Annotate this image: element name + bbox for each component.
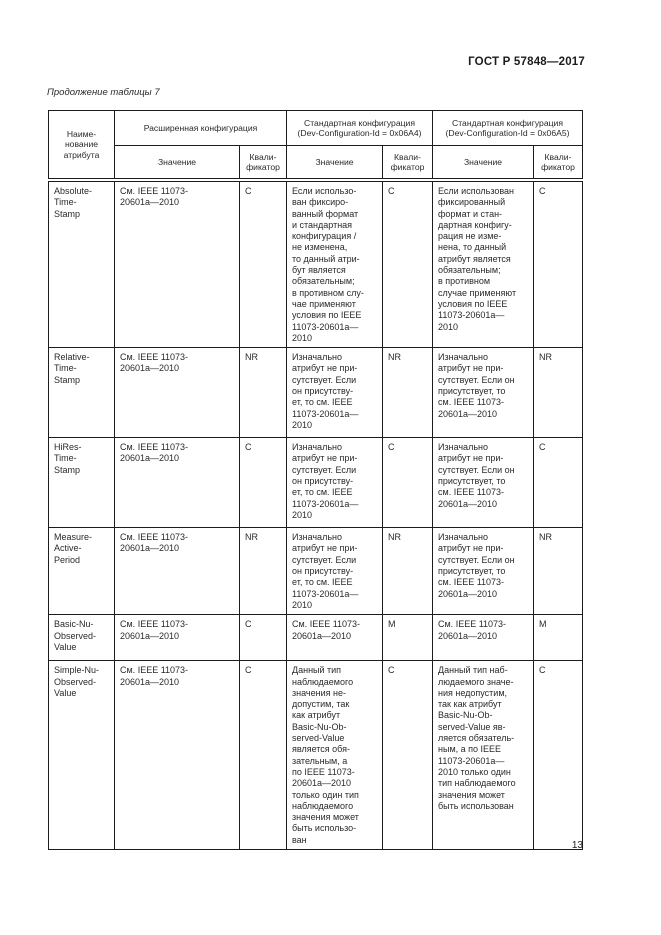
standard-a5-value-cell: Изначально атрибут не при- сутствует. Ес… [432,347,534,439]
extended-value-cell: См. IEEE 11073- 20601a—2010 [114,347,240,439]
extended-qualifier-cell: C [239,437,287,529]
extended-value-cell: См. IEEE 11073- 20601a—2010 [114,660,240,850]
standard-a5-value-cell: Изначально атрибут не при- сутствует. Ес… [432,527,534,616]
standard-a5-value-cell: Если использован фиксированный формат и … [432,179,534,349]
attribute-name-cell: Measure- Active- Period [48,527,115,616]
standard-a4-value-cell: Данный тип наблюдаемого значения не- доп… [286,660,383,850]
extended-qualifier-cell: C [239,614,287,662]
standard-a4-qualifier-cell: NR [382,527,433,616]
extended-value-cell: См. IEEE 11073- 20601a—2010 [114,527,240,616]
extended-value-cell: См. IEEE 11073- 20601a—2010 [114,614,240,662]
extended-qualifier-cell: C [239,179,287,349]
header-value: Значение [432,145,534,182]
standard-a5-qualifier-cell: C [533,179,583,349]
table-row: Measure- Active- Period См. IEEE 11073- … [48,527,583,616]
standard-a4-qualifier-cell: C [382,179,433,349]
header-value: Значение [114,145,240,182]
page-number: 13 [571,840,583,851]
attribute-name-cell: Absolute- Time- Stamp [48,179,115,349]
standard-a4-value-cell: Изначально атрибут не при- сутствует. Ес… [286,437,383,529]
standard-a5-qualifier-cell: NR [533,527,583,616]
header-value: Значение [286,145,383,182]
table-row: Simple-Nu- Observed- Value См. IEEE 1107… [48,660,583,850]
document-number: ГОСТ Р 57848—2017 [468,56,585,68]
table-row: HiRes- Time- Stamp См. IEEE 11073- 20601… [48,437,583,529]
standard-a4-qualifier-cell: NR [382,347,433,439]
extended-qualifier-cell: C [239,660,287,850]
table-caption: Продолжение таблицы 7 [47,87,160,98]
standard-a4-qualifier-cell: C [382,437,433,529]
header-attribute-name: Наиме- нование атрибута [48,110,115,182]
standard-a5-qualifier-cell: NR [533,347,583,439]
header-group-standard-config-0x06A5: Стандартная конфигурация (Dev-Configurat… [432,110,583,146]
standard-a5-qualifier-cell: C [533,660,583,850]
extended-qualifier-cell: NR [239,347,287,439]
standard-a5-value-cell: Данный тип наб- людаемого значе- ния нед… [432,660,534,850]
standard-a4-value-cell: Если использо- ван фиксиро- ванный форма… [286,179,383,349]
extended-value-cell: См. IEEE 11073- 20601a—2010 [114,179,240,349]
header-group-standard-config-0x06A4: Стандартная конфигурация (Dev-Configurat… [286,110,433,146]
table-row: Relative- Time- Stamp См. IEEE 11073- 20… [48,347,583,439]
extended-value-cell: См. IEEE 11073- 20601a—2010 [114,437,240,529]
extended-qualifier-cell: NR [239,527,287,616]
standard-a5-value-cell: Изначально атрибут не при- сутствует. Ес… [432,437,534,529]
header-qualifier: Квали- фикатор [239,145,287,182]
table-row: Absolute- Time- Stamp См. IEEE 11073- 20… [48,179,583,349]
standard-a4-qualifier-cell: C [382,660,433,850]
header-qualifier: Квали- фикатор [382,145,433,182]
attribute-name-cell: Relative- Time- Stamp [48,347,115,439]
standard-a5-qualifier-cell: C [533,437,583,529]
table-header: Наиме- нование атрибута Расширенная конф… [48,110,583,182]
standard-a4-value-cell: Изначально атрибут не при- сутствует. Ес… [286,527,383,616]
standard-a5-value-cell: См. IEEE 11073- 20601a—2010 [432,614,534,662]
table-row: Basic-Nu- Observed- Value См. IEEE 11073… [48,614,583,662]
standard-a5-qualifier-cell: M [533,614,583,662]
standard-a4-value-cell: Изначально атрибут не при- сутствует. Ес… [286,347,383,439]
attribute-name-cell: Basic-Nu- Observed- Value [48,614,115,662]
attributes-table: Наиме- нование атрибута Расширенная конф… [48,110,583,850]
header-group-extended-config: Расширенная конфигурация [114,110,287,146]
header-qualifier: Квали- фикатор [533,145,583,182]
attribute-name-cell: HiRes- Time- Stamp [48,437,115,529]
standard-a4-value-cell: См. IEEE 11073- 20601a—2010 [286,614,383,662]
standard-a4-qualifier-cell: M [382,614,433,662]
attribute-name-cell: Simple-Nu- Observed- Value [48,660,115,850]
